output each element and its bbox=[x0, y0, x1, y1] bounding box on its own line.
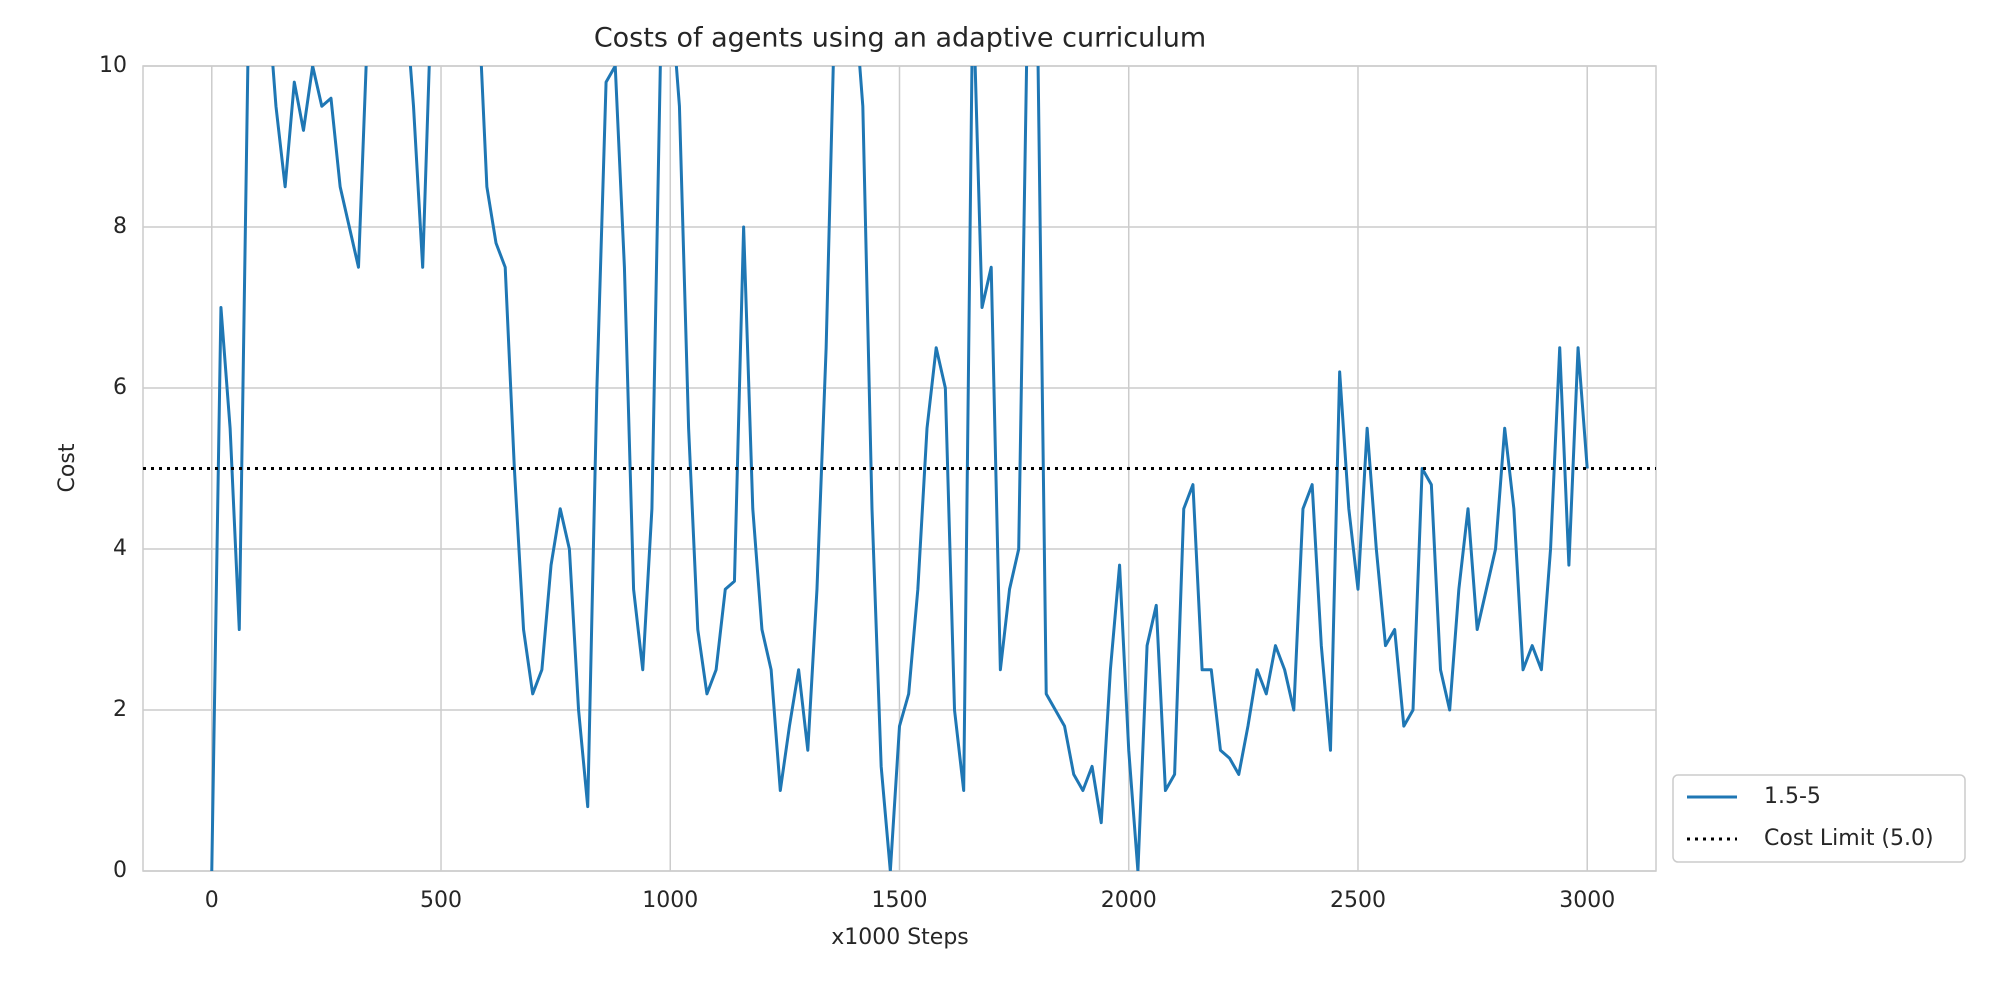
legend: 1.5-5 Cost Limit (5.0) bbox=[1672, 774, 1966, 863]
y-tick-label: 10 bbox=[99, 53, 127, 78]
x-axis-label: x1000 Steps bbox=[831, 925, 969, 950]
data-line bbox=[210, 66, 1589, 871]
y-tick-label: 6 bbox=[113, 375, 127, 400]
x-tick-label: 3000 bbox=[1559, 888, 1615, 913]
legend-label: Cost Limit (5.0) bbox=[1764, 826, 1934, 851]
x-tick-label: 1000 bbox=[642, 888, 698, 913]
y-axis-label: Cost bbox=[55, 443, 80, 492]
chart-title: Costs of agents using an adaptive curric… bbox=[594, 23, 1206, 54]
x-tick-label: 1500 bbox=[872, 888, 928, 913]
x-tick-label: 0 bbox=[205, 888, 219, 913]
plot-area bbox=[143, 66, 1656, 871]
y-tick-label: 2 bbox=[113, 697, 127, 722]
legend-label: 1.5-5 bbox=[1764, 784, 1821, 809]
y-tick-label: 4 bbox=[113, 536, 127, 561]
legend-frame bbox=[1672, 774, 1966, 863]
x-tick-label: 2000 bbox=[1101, 888, 1157, 913]
y-tick-label: 8 bbox=[113, 214, 127, 239]
x-tick-label: 2500 bbox=[1330, 888, 1386, 913]
y-tick-label: 0 bbox=[113, 858, 127, 883]
x-tick-label: 500 bbox=[420, 888, 462, 913]
